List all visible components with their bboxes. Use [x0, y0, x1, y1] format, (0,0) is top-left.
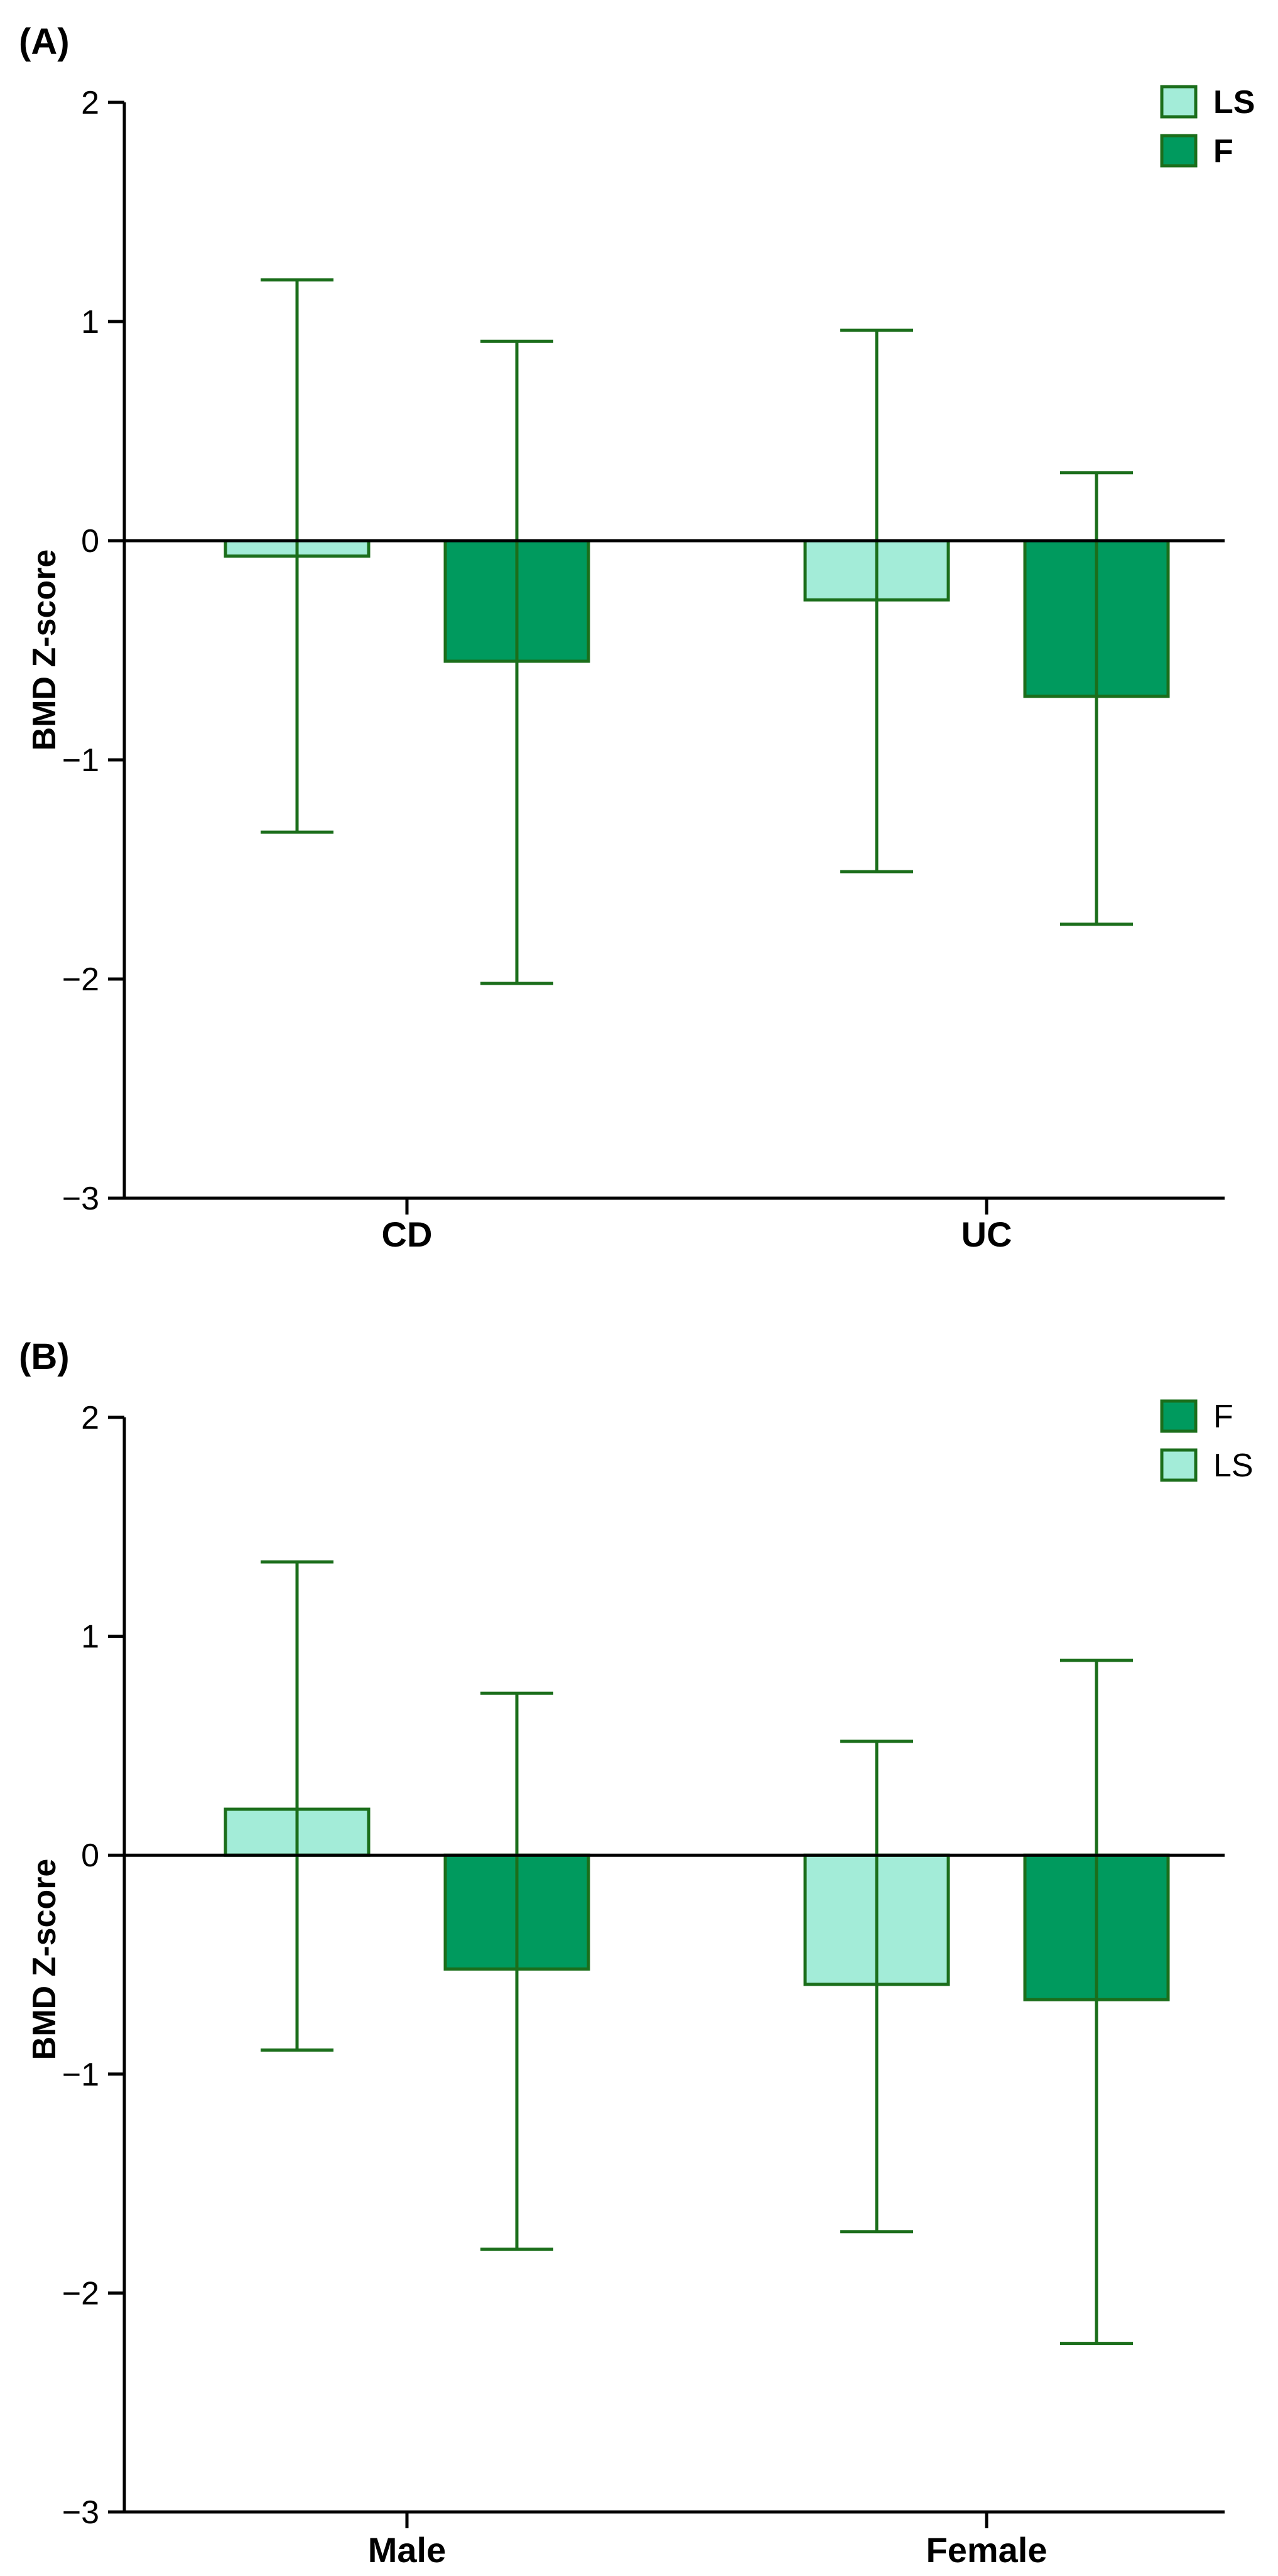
panel-b-category-label: Male [368, 2530, 447, 2570]
panel-b-y-tick-label: −2 [62, 2275, 99, 2312]
panel-b: (B) BMD Z-score 2 1 0 −1 −2 −3 Male Female F LS [19, 1336, 1254, 2570]
panel-a-label: (A) [19, 21, 70, 62]
panel-a-marks: 2 1 0 −1 −2 −3 CD UC LS F [62, 84, 1255, 1254]
panel-b-legend-swatch-ls [1160, 1448, 1198, 1482]
panel-b-label: (B) [19, 1336, 70, 1377]
panel-a-legend-swatch-ls [1160, 85, 1198, 119]
panel-b-legend-label-f: F [1213, 1399, 1233, 1435]
panel-a-legend-label-f: F [1213, 133, 1233, 170]
panel-a-y-tick-label: −1 [62, 742, 99, 779]
panel-b-y-axis-title: BMD Z-score [26, 1859, 63, 2060]
panel-a: (A) BMD Z-score 2 1 0 −1 −2 −3 CD UC LS F [19, 21, 1255, 1254]
panel-a-y-tick-label: −2 [62, 961, 99, 998]
panel-a-y-axis-title: BMD Z-score [26, 549, 63, 751]
panel-b-category-label: Female [926, 2530, 1048, 2570]
panel-b-y-tick-label: 2 [81, 1400, 99, 1436]
panel-a-y-tick-label: −3 [62, 1181, 99, 1217]
panel-a-category-label: CD [382, 1215, 433, 1254]
panel-a-y-tick-label: 2 [81, 85, 99, 121]
panel-a-y-tick-label: 0 [81, 523, 99, 560]
panel-b-marks: 2 1 0 −1 −2 −3 Male Female F LS [62, 1399, 1254, 2570]
panel-b-legend-label-ls: LS [1213, 1448, 1254, 1484]
panel-a-legend-label-ls: LS [1213, 84, 1255, 121]
panel-a-y-tick-label: 1 [81, 304, 99, 340]
panel-b-y-tick-label: −3 [62, 2494, 99, 2531]
panel-b-y-tick-label: 0 [81, 1837, 99, 1874]
panel-a-category-label: UC [961, 1215, 1012, 1254]
panel-a-legend-swatch-f [1160, 134, 1198, 168]
panel-b-y-tick-label: 1 [81, 1619, 99, 1655]
panel-b-y-tick-label: −1 [62, 2057, 99, 2093]
panel-b-legend-swatch-f [1160, 1399, 1198, 1433]
